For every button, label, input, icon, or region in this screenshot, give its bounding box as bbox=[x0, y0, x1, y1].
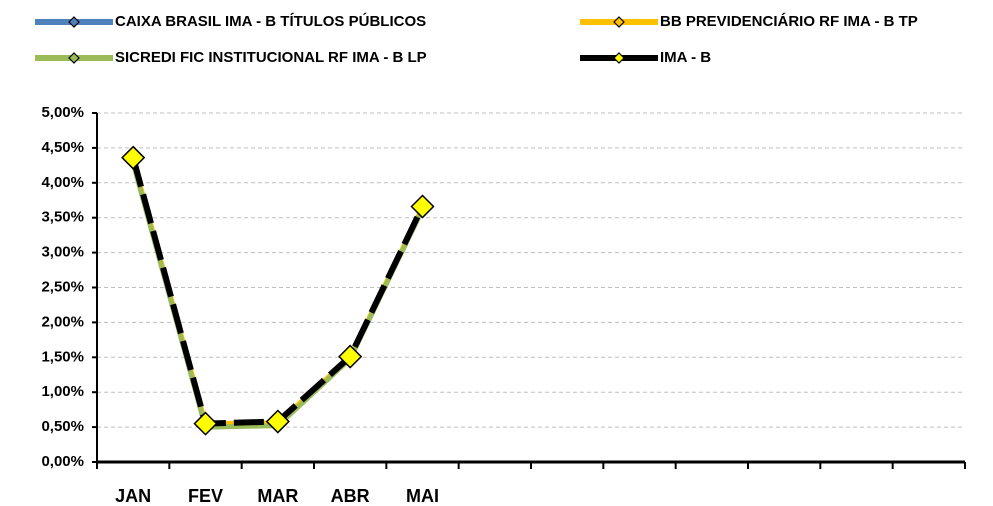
legend-marker bbox=[68, 16, 80, 28]
y-tick-label: 1,50% bbox=[41, 348, 84, 365]
y-tick-label: 2,00% bbox=[41, 313, 84, 330]
legend-marker bbox=[68, 52, 80, 64]
x-tick-label: ABR bbox=[331, 486, 370, 506]
y-tick-label: 0,50% bbox=[41, 418, 84, 435]
legend-label: BB PREVIDENCIÁRIO RF IMA - B TP bbox=[660, 13, 918, 30]
legend-marker bbox=[613, 16, 625, 28]
y-tick-label: 3,00% bbox=[41, 244, 84, 261]
data-point bbox=[265, 409, 290, 434]
y-tick-label: 0,00% bbox=[41, 453, 84, 470]
data-point bbox=[121, 145, 146, 170]
y-tick-label: 1,00% bbox=[41, 383, 84, 400]
y-tick-label: 5,00% bbox=[41, 104, 84, 121]
legend-marker bbox=[613, 52, 625, 64]
y-tick-label: 4,00% bbox=[41, 174, 84, 191]
legend-label: IMA - B bbox=[660, 49, 711, 66]
series-line bbox=[130, 156, 426, 427]
x-tick-label: MAI bbox=[406, 486, 439, 506]
x-tick-label: FEV bbox=[188, 486, 223, 506]
y-tick-label: 2,50% bbox=[41, 278, 84, 295]
y-tick-label: 3,50% bbox=[41, 209, 84, 226]
legend-label: SICREDI FIC INSTITUCIONAL RF IMA - B LP bbox=[115, 49, 427, 66]
legend-label: CAIXA BRASIL IMA - B TÍTULOS PÚBLICOS bbox=[115, 12, 426, 30]
data-point bbox=[338, 344, 363, 369]
y-tick-label: 4,50% bbox=[41, 139, 84, 156]
data-point bbox=[193, 411, 218, 436]
x-tick-label: MAR bbox=[257, 486, 298, 506]
data-point bbox=[410, 194, 435, 219]
x-tick-label: JAN bbox=[115, 486, 151, 506]
